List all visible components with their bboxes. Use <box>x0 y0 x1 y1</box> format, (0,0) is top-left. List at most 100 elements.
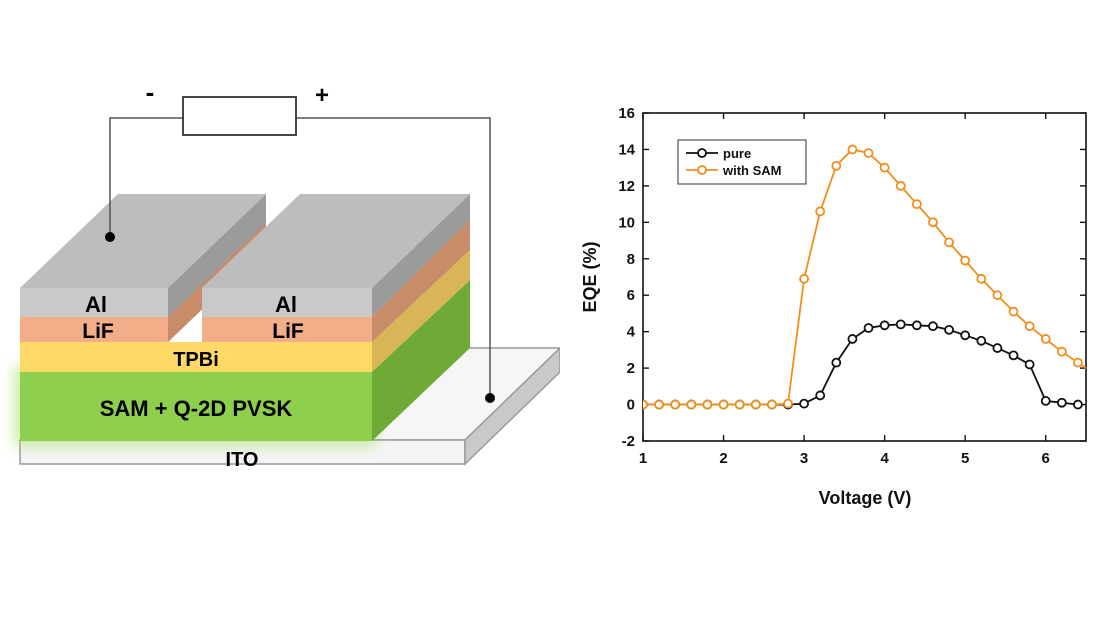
data-point <box>799 398 809 409</box>
data-point <box>766 399 777 410</box>
data-point <box>734 399 745 410</box>
series-pure <box>643 319 1083 410</box>
active-layer-label: SAM + Q-2D PVSK <box>100 396 293 421</box>
data-point <box>1040 334 1051 344</box>
x-tick-label: 6 <box>1042 450 1050 467</box>
minus-terminal-label: - <box>146 77 155 107</box>
external-circuit <box>105 96 495 403</box>
x-axis-label: Voltage (V) <box>819 488 912 508</box>
data-point <box>1056 397 1067 408</box>
device-schematic: - + Al Al LiF LiF TPBi SAM + Q-2D PVSK I… <box>14 77 560 471</box>
data-point <box>1073 357 1083 368</box>
data-point <box>1073 399 1083 410</box>
ito-label: ITO <box>226 449 259 471</box>
al-left-label: Al <box>85 292 107 317</box>
data-point <box>1090 370 1098 378</box>
tpbi-layer <box>20 250 470 372</box>
data-point <box>895 319 906 330</box>
chart-series <box>643 144 1098 410</box>
data-point <box>944 324 954 335</box>
data-point <box>831 160 842 171</box>
data-point <box>928 217 938 228</box>
data-point <box>766 399 777 410</box>
data-point <box>847 334 858 344</box>
right-electrode <box>202 194 470 342</box>
data-point <box>944 237 954 248</box>
data-point <box>670 399 681 410</box>
y-tick-label: 12 <box>618 178 635 195</box>
series-line <box>643 323 1079 406</box>
data-point <box>928 321 938 332</box>
lif-left-label: LiF <box>82 320 114 343</box>
data-point <box>702 399 713 410</box>
data-point <box>643 399 648 410</box>
al-right-label: Al <box>275 292 297 317</box>
series-line <box>643 148 1086 406</box>
x-tick-label: 1 <box>639 450 647 467</box>
data-point <box>783 398 793 409</box>
y-tick-label: 10 <box>618 214 635 231</box>
data-point <box>718 399 729 410</box>
data-point <box>686 399 697 410</box>
data-point <box>863 148 874 158</box>
data-point <box>992 343 1003 353</box>
tpbi-label: TPBi <box>173 349 219 371</box>
data-point <box>847 144 858 155</box>
data-point <box>702 399 713 410</box>
x-tick-label: 3 <box>800 450 808 467</box>
data-point <box>1024 321 1035 332</box>
data-point <box>670 399 681 410</box>
y-axis-label: EQE (%) <box>580 241 600 312</box>
y-tick-label: 14 <box>618 141 635 158</box>
data-point <box>1008 306 1019 317</box>
lif-right-label: LiF <box>272 320 304 343</box>
legend-label: with SAM <box>722 163 782 178</box>
x-tick-label: 4 <box>880 450 889 467</box>
data-point <box>783 399 793 410</box>
data-point <box>879 162 890 173</box>
y-tick-label: 4 <box>627 324 636 341</box>
series-with-sam <box>643 144 1098 410</box>
data-point <box>1008 350 1019 361</box>
data-point <box>686 399 697 410</box>
legend-box <box>677 139 807 185</box>
data-point <box>976 273 987 284</box>
chart-legend: pure with SAM <box>677 139 807 185</box>
data-point <box>750 399 761 410</box>
data-point <box>911 320 922 331</box>
x-tick-label: 5 <box>961 450 969 467</box>
data-point <box>960 330 971 341</box>
data-point <box>831 357 842 368</box>
data-point <box>734 399 745 410</box>
active-layer <box>14 280 470 446</box>
legend-marker <box>697 148 707 158</box>
plot-frame <box>642 112 1087 442</box>
legend-label: pure <box>723 146 751 161</box>
data-point <box>799 273 809 284</box>
data-point <box>992 290 1003 301</box>
data-point <box>750 399 761 410</box>
x-tick-label: 2 <box>719 450 727 467</box>
data-point <box>654 399 665 410</box>
y-tick-label: 6 <box>627 287 635 304</box>
data-point <box>976 335 987 346</box>
data-point <box>1024 359 1035 370</box>
data-point <box>895 180 906 191</box>
y-tick-label: -2 <box>622 433 635 450</box>
y-tick-label: 8 <box>627 251 635 268</box>
data-point <box>1056 346 1067 357</box>
data-point <box>879 320 890 331</box>
data-point <box>718 399 729 410</box>
data-point <box>815 390 826 401</box>
left-contact-dot <box>105 232 115 242</box>
data-point <box>960 255 971 266</box>
right-contact-dot <box>485 393 495 403</box>
data-point <box>654 399 665 410</box>
data-point <box>815 206 826 217</box>
data-point <box>911 199 922 210</box>
y-tick-label: 2 <box>627 360 635 377</box>
data-point <box>643 399 648 410</box>
legend-marker <box>697 165 707 175</box>
plus-terminal-label: + <box>315 82 329 109</box>
